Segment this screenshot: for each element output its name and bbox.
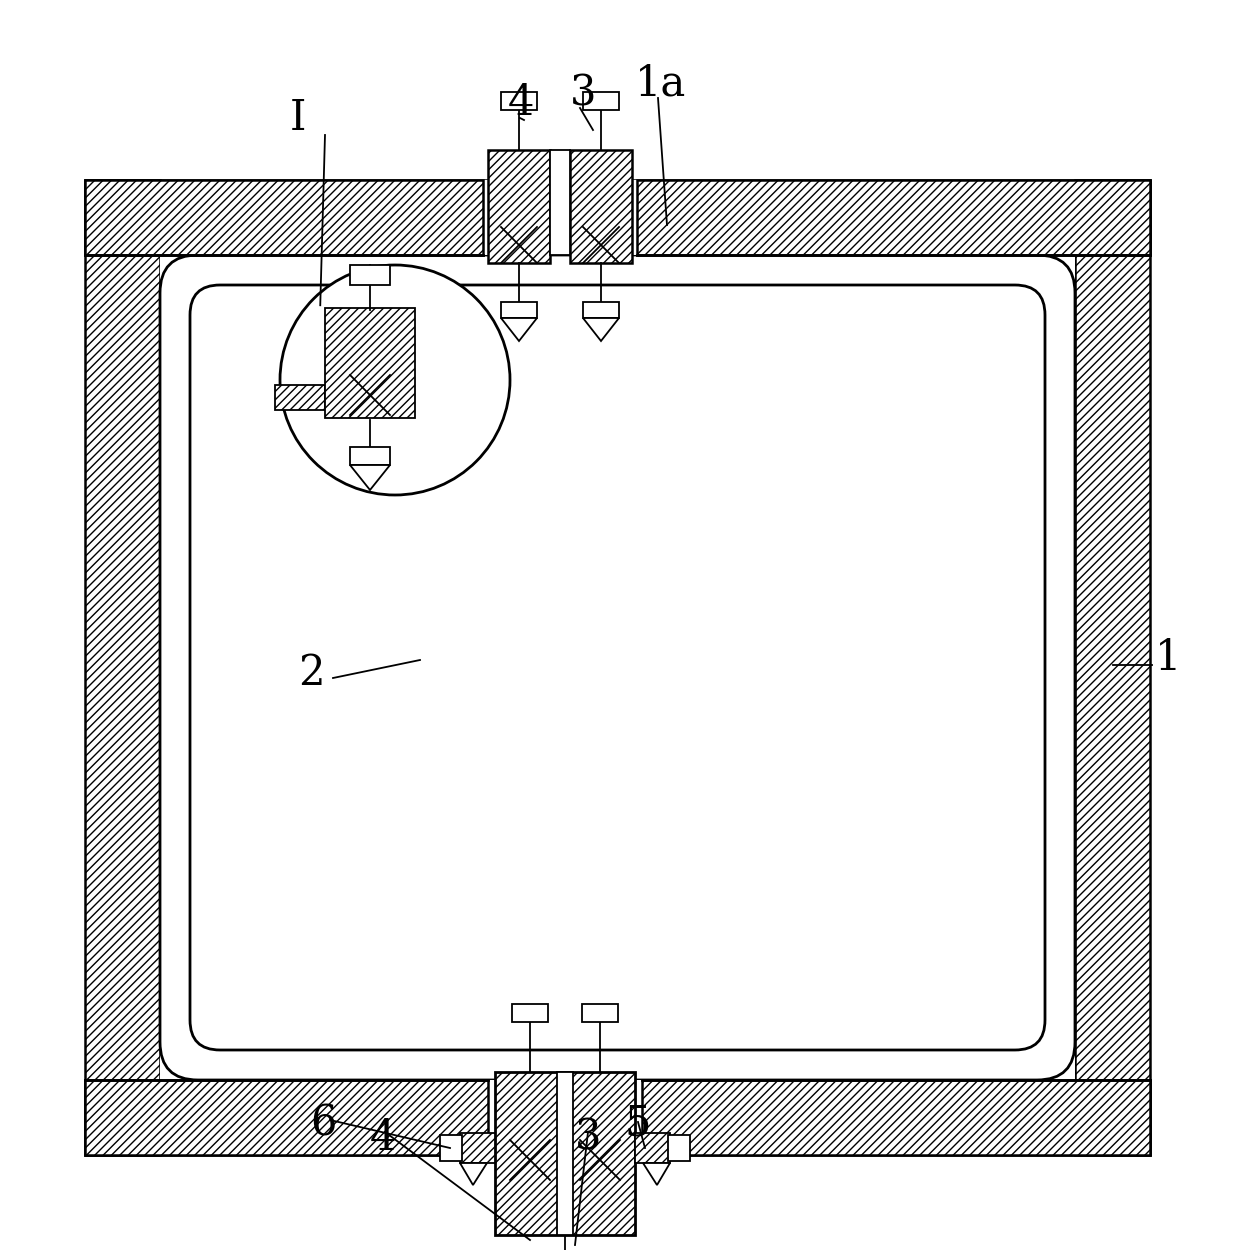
Polygon shape bbox=[583, 318, 619, 341]
Bar bbox=[160, 255, 1075, 1080]
Bar bbox=[1075, 180, 1149, 1155]
Text: 3: 3 bbox=[575, 1118, 601, 1159]
Bar bbox=[350, 265, 391, 285]
Bar bbox=[86, 180, 160, 1155]
Bar bbox=[86, 180, 484, 255]
Bar bbox=[489, 150, 551, 262]
Polygon shape bbox=[350, 465, 391, 490]
Polygon shape bbox=[644, 1162, 670, 1185]
Bar bbox=[495, 1072, 635, 1235]
Text: 6: 6 bbox=[310, 1102, 336, 1144]
Bar bbox=[635, 1132, 670, 1162]
Text: 4: 4 bbox=[508, 82, 534, 124]
Text: 5: 5 bbox=[625, 1102, 651, 1144]
Bar bbox=[86, 1080, 489, 1155]
FancyBboxPatch shape bbox=[160, 255, 1075, 1080]
Bar bbox=[440, 1135, 463, 1161]
Bar bbox=[512, 1004, 548, 1022]
Text: 3: 3 bbox=[570, 72, 596, 114]
Text: I: I bbox=[290, 98, 306, 139]
Text: 4: 4 bbox=[370, 1118, 397, 1159]
Bar bbox=[350, 448, 391, 465]
Polygon shape bbox=[501, 318, 537, 341]
Bar bbox=[668, 1135, 689, 1161]
Bar bbox=[275, 385, 325, 410]
Bar bbox=[557, 1072, 573, 1235]
Text: 1: 1 bbox=[1154, 638, 1182, 679]
Bar bbox=[570, 150, 632, 262]
Bar bbox=[325, 308, 415, 418]
Text: 2: 2 bbox=[298, 652, 325, 694]
Bar bbox=[460, 1132, 495, 1162]
Bar bbox=[501, 302, 537, 318]
FancyBboxPatch shape bbox=[190, 285, 1045, 1050]
Bar bbox=[489, 1080, 644, 1155]
Bar bbox=[551, 150, 570, 255]
Bar bbox=[86, 1080, 1149, 1155]
Polygon shape bbox=[460, 1162, 487, 1185]
Bar bbox=[86, 180, 1149, 255]
Bar bbox=[315, 385, 425, 410]
Bar bbox=[501, 92, 537, 110]
Text: 1a: 1a bbox=[635, 62, 686, 104]
Bar bbox=[484, 180, 639, 255]
Bar bbox=[642, 1080, 1149, 1155]
Bar bbox=[582, 1004, 618, 1022]
Bar bbox=[583, 92, 619, 110]
Bar bbox=[583, 302, 619, 318]
Circle shape bbox=[280, 265, 510, 495]
Bar bbox=[637, 180, 1149, 255]
